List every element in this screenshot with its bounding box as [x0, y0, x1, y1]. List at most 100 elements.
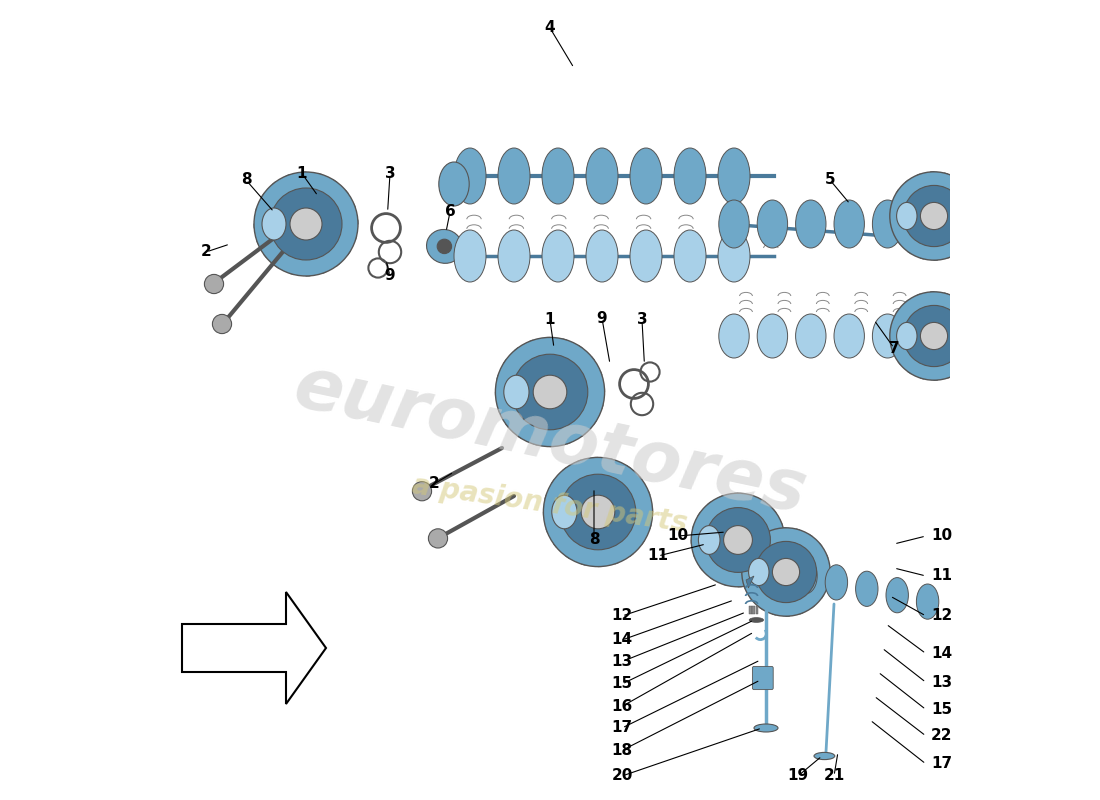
Circle shape	[756, 542, 816, 602]
Ellipse shape	[856, 571, 878, 606]
Text: 2: 2	[429, 477, 439, 491]
Circle shape	[724, 526, 752, 554]
Text: 17: 17	[932, 757, 953, 771]
Text: 14: 14	[932, 646, 953, 661]
Text: euromotores: euromotores	[287, 352, 813, 528]
Ellipse shape	[439, 162, 470, 206]
Text: 13: 13	[612, 654, 632, 669]
Ellipse shape	[795, 200, 826, 248]
Ellipse shape	[552, 495, 578, 529]
Circle shape	[543, 458, 652, 566]
Ellipse shape	[542, 230, 574, 282]
Circle shape	[428, 529, 448, 548]
Text: 12: 12	[932, 609, 953, 623]
Ellipse shape	[630, 148, 662, 204]
Polygon shape	[890, 292, 978, 380]
Ellipse shape	[886, 578, 909, 613]
Polygon shape	[495, 338, 605, 446]
Ellipse shape	[437, 239, 452, 254]
Ellipse shape	[718, 200, 749, 248]
Text: 14: 14	[612, 633, 632, 647]
Circle shape	[290, 208, 322, 240]
Ellipse shape	[795, 314, 826, 358]
Polygon shape	[746, 576, 754, 588]
Bar	[756, 606, 758, 614]
Ellipse shape	[498, 230, 530, 282]
Circle shape	[560, 474, 636, 550]
Bar	[749, 606, 751, 614]
Ellipse shape	[911, 314, 942, 358]
FancyBboxPatch shape	[752, 666, 773, 690]
Circle shape	[513, 354, 587, 430]
Circle shape	[921, 322, 947, 350]
Ellipse shape	[454, 230, 486, 282]
Ellipse shape	[795, 558, 817, 594]
Circle shape	[581, 495, 615, 529]
Text: 3: 3	[637, 313, 647, 327]
Ellipse shape	[542, 148, 574, 204]
Circle shape	[279, 198, 332, 250]
Ellipse shape	[749, 618, 763, 622]
Text: 8: 8	[588, 533, 600, 547]
Polygon shape	[254, 172, 358, 276]
Ellipse shape	[630, 230, 662, 282]
Circle shape	[741, 528, 830, 616]
Circle shape	[570, 484, 626, 540]
Ellipse shape	[586, 230, 618, 282]
Circle shape	[763, 550, 808, 594]
Text: 12: 12	[612, 609, 632, 623]
Ellipse shape	[834, 200, 865, 248]
Ellipse shape	[504, 375, 529, 409]
Ellipse shape	[896, 322, 917, 350]
Text: 18: 18	[612, 743, 632, 758]
Circle shape	[714, 516, 762, 564]
Text: 8: 8	[241, 173, 251, 187]
Ellipse shape	[757, 200, 788, 248]
Circle shape	[522, 364, 578, 420]
Text: 19: 19	[788, 769, 808, 783]
Text: 2: 2	[200, 245, 211, 259]
Circle shape	[903, 186, 965, 246]
Ellipse shape	[814, 752, 835, 760]
Ellipse shape	[872, 314, 903, 358]
Text: 16: 16	[612, 699, 632, 714]
Text: 4: 4	[544, 21, 556, 35]
Text: 5: 5	[825, 173, 835, 187]
Text: 11: 11	[648, 549, 669, 563]
Text: 7: 7	[889, 341, 900, 355]
Circle shape	[412, 482, 431, 501]
Ellipse shape	[586, 148, 618, 204]
Ellipse shape	[718, 230, 750, 282]
Ellipse shape	[825, 565, 848, 600]
Text: 11: 11	[932, 569, 953, 583]
Text: 21: 21	[824, 769, 845, 783]
Ellipse shape	[427, 230, 462, 263]
Text: 20: 20	[612, 769, 632, 783]
Text: 15: 15	[612, 677, 632, 691]
Ellipse shape	[896, 202, 917, 230]
Text: 9: 9	[385, 269, 395, 283]
Ellipse shape	[262, 208, 286, 240]
Ellipse shape	[757, 314, 788, 358]
Circle shape	[912, 314, 956, 358]
Circle shape	[890, 292, 978, 380]
Ellipse shape	[454, 148, 486, 204]
Circle shape	[691, 493, 784, 587]
Circle shape	[912, 194, 956, 238]
Circle shape	[534, 375, 566, 409]
Polygon shape	[691, 493, 784, 587]
Circle shape	[212, 314, 232, 334]
Text: a pasion for parts: a pasion for parts	[410, 470, 690, 538]
Bar	[752, 606, 755, 614]
Circle shape	[205, 274, 223, 294]
Circle shape	[772, 558, 800, 586]
Circle shape	[903, 306, 965, 366]
Polygon shape	[890, 172, 978, 260]
Text: 10: 10	[668, 529, 689, 543]
Text: 9: 9	[596, 311, 607, 326]
Text: 1: 1	[544, 313, 556, 327]
Text: 6: 6	[444, 205, 455, 219]
Ellipse shape	[718, 148, 750, 204]
Polygon shape	[741, 528, 830, 616]
Circle shape	[270, 188, 342, 260]
